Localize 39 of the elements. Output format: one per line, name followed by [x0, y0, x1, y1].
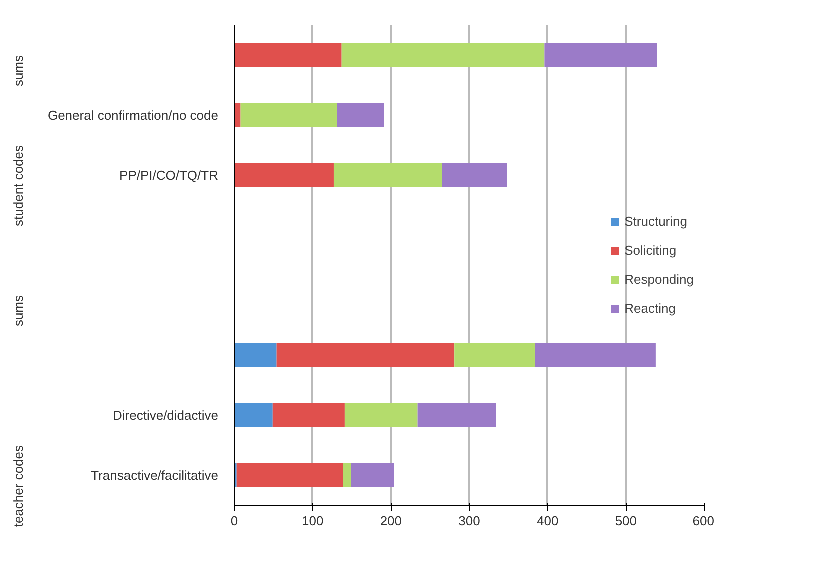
bar [351, 464, 394, 488]
text: student codes [11, 145, 26, 226]
x-tick-label: 0 [230, 514, 238, 528]
bar [418, 404, 496, 428]
y-tick-label: General confirmation/no code [48, 108, 219, 123]
text: teacher codes [11, 445, 26, 528]
bar [535, 344, 656, 368]
legend-label: Structuring [624, 214, 688, 229]
x-tick-label: 200 [380, 514, 402, 528]
y-tick-label: Transactive/facilitative [91, 468, 219, 483]
x-tick-label: 300 [458, 514, 480, 528]
x-tick-label: 600 [692, 514, 715, 528]
bar [343, 464, 352, 488]
bar [334, 164, 442, 188]
legend-label: Soliciting [624, 243, 677, 258]
bar [272, 404, 345, 428]
bar [344, 404, 418, 428]
x-tick-label: 100 [302, 514, 324, 528]
bar [276, 344, 455, 368]
x-tick-label: 500 [615, 514, 638, 528]
bar [442, 164, 508, 188]
bar [342, 44, 545, 68]
text: sums [11, 295, 26, 327]
bar [234, 104, 241, 128]
bar [454, 344, 536, 368]
bar [544, 44, 658, 68]
x-tick-label: 400 [536, 514, 559, 528]
legend-label: Reacting [624, 301, 676, 316]
bar [236, 464, 344, 488]
text: sums [11, 55, 26, 87]
bar [234, 344, 277, 368]
bar [337, 104, 384, 128]
bar [234, 44, 342, 68]
y-tick-label: PP/PI/CO/TQ/TR [120, 168, 219, 183]
legend-label: Responding [624, 272, 694, 287]
bar [234, 164, 334, 188]
y-tick-label: Directive/didactive [113, 408, 219, 423]
bar [240, 104, 338, 128]
bar [234, 404, 273, 428]
